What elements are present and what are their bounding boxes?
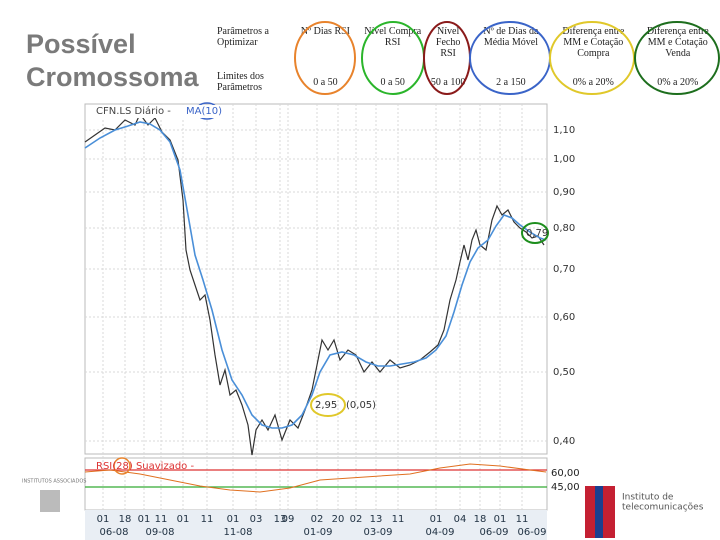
annotation: 0,79	[526, 228, 548, 239]
logo-mark	[595, 486, 603, 538]
logo-text: telecomunicações	[622, 503, 704, 513]
price-label: 0,50	[553, 367, 575, 378]
rsi-level-label: 60,00	[551, 468, 580, 479]
ellipse	[634, 21, 720, 95]
table-cell: Diferença entre MM e Cotação Compra	[562, 26, 625, 59]
price-label: 0,80	[553, 223, 575, 234]
table-cell: Nº de Dias da Média Móvel	[483, 26, 539, 48]
moving-average-line	[84, 121, 547, 429]
annotation: 2,95	[315, 400, 337, 411]
table-cell: 0% a 20%	[657, 76, 699, 88]
price-label: 1,00	[553, 154, 575, 165]
table-cell: 2 a 150	[496, 76, 526, 88]
logo-shield	[40, 490, 60, 512]
price-label: 1,10	[553, 125, 575, 136]
day-label: 13	[370, 514, 383, 525]
legend-background	[86, 105, 226, 118]
day-label: 09	[282, 514, 295, 525]
day-label: 01	[97, 514, 110, 525]
month-label: 11-08	[223, 527, 252, 538]
table-cell: Nível Compra RSI	[364, 26, 422, 48]
day-label: 02	[350, 514, 363, 525]
day-label: 11	[155, 514, 168, 525]
price-label: 0,70	[553, 264, 575, 275]
table-header: Parâmetros a Optimizar Nº Dias RSI Nível C…	[215, 20, 720, 68]
annotation: (0,05)	[346, 400, 376, 411]
day-label: 11	[201, 514, 214, 525]
rsi-level-label: 45,00	[551, 482, 580, 493]
day-label: 01	[227, 514, 240, 525]
month-label: 06-08	[99, 527, 128, 538]
highlight-ellipses	[294, 21, 720, 95]
table-row: Limites dos Parâmetros 0 a 50 0 a 50 50 a 1…	[215, 68, 720, 96]
month-label: 03-09	[363, 527, 392, 538]
annotation-circle	[113, 457, 131, 475]
annotation-circle	[521, 222, 549, 244]
slide-title: Possível Cromossoma	[26, 28, 199, 94]
month-label: 01-09	[303, 527, 332, 538]
table-cell: Diferença entre MM e Cotação Venda	[646, 26, 709, 59]
day-label: 04	[454, 514, 467, 525]
day-label: 01	[494, 514, 507, 525]
month-label: 06-09	[517, 527, 546, 538]
price-panel	[84, 103, 548, 455]
ellipse	[294, 21, 356, 95]
day-label: 01	[430, 514, 443, 525]
day-label: 02	[311, 514, 324, 525]
table-cell: 0 a 50	[380, 76, 405, 88]
ellipse	[549, 21, 635, 95]
rsi-line	[84, 463, 547, 493]
table-cell: 50 a 100	[430, 76, 466, 88]
month-label: 06-09	[479, 527, 508, 538]
date-axis	[85, 510, 547, 540]
price-label: 0,60	[553, 312, 575, 323]
price-label: 0,40	[553, 436, 575, 447]
table-cell: 0% a 20%	[572, 76, 614, 88]
indicator-label: MA(10)	[186, 106, 222, 117]
day-label: 18	[474, 514, 487, 525]
ellipse	[423, 21, 471, 95]
day-label: 13	[274, 514, 287, 525]
table-cell: Nível Fecho RSI	[435, 26, 461, 59]
ticker-label: CFN.LS Diário -	[96, 105, 171, 117]
logo-text: Instituto de	[622, 493, 674, 503]
price-line	[84, 112, 545, 456]
table-cell: Parâmetros a Optimizar	[217, 26, 269, 48]
day-label: 01	[177, 514, 190, 525]
day-label: 01	[138, 514, 151, 525]
day-label: 11	[392, 514, 405, 525]
annotation-circle	[310, 393, 346, 417]
month-label: 04-09	[425, 527, 454, 538]
grid	[85, 104, 547, 510]
title-line: Possível	[26, 29, 136, 59]
day-label: 11	[516, 514, 529, 525]
day-label: 18	[119, 514, 132, 525]
parameters-table: Parâmetros a Optimizar Nº Dias RSI Nível C…	[215, 20, 720, 96]
table-cell: 0 a 50	[313, 76, 338, 88]
day-label: 03	[250, 514, 263, 525]
rsi-panel	[84, 457, 548, 511]
month-label: 09-08	[145, 527, 174, 538]
ellipse	[469, 21, 551, 95]
ellipse	[361, 21, 425, 95]
day-label: 20	[332, 514, 345, 525]
table-cell: Nº Dias RSI	[300, 26, 351, 37]
logo-text: INSTITUTOS ASSOCIADOS	[22, 479, 86, 485]
title-line: Cromossoma	[26, 62, 199, 92]
table-cell: Limites dos Parâmetros	[217, 71, 264, 93]
rsi-title: RSI(28) Suavizado -	[96, 461, 194, 472]
price-label: 0,90	[553, 187, 575, 198]
